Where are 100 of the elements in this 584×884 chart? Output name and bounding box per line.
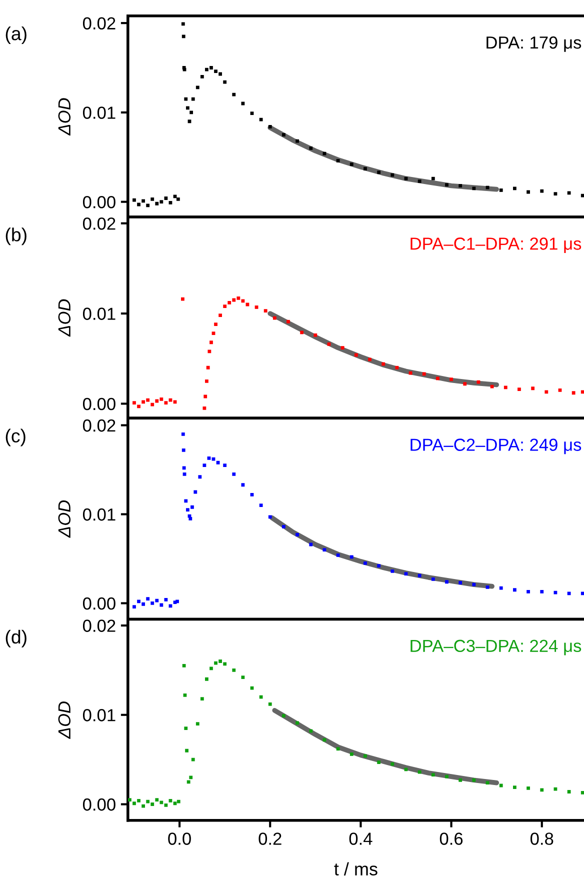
point [186, 106, 190, 110]
point [350, 162, 354, 166]
point [146, 597, 150, 600]
point [259, 504, 263, 508]
point [186, 780, 190, 784]
x-tick-label: 0.4 [349, 832, 372, 845]
point [259, 695, 263, 699]
point [567, 191, 571, 195]
point [309, 729, 313, 733]
y-tick-label: 0.01 [82, 709, 116, 722]
point [150, 402, 154, 406]
point [150, 802, 154, 806]
point [540, 788, 544, 792]
point [268, 702, 272, 706]
point [431, 578, 435, 581]
x-tick-label: 0.6 [440, 832, 463, 845]
point [526, 590, 530, 594]
text: (a) [6, 26, 26, 44]
point [214, 70, 218, 74]
point [544, 390, 548, 394]
x-tick-label: 0.2 [258, 832, 282, 845]
x-tick-label: 0.8 [530, 832, 554, 845]
point [223, 464, 227, 467]
point [185, 748, 188, 752]
point [450, 378, 453, 382]
point [202, 464, 206, 467]
point [322, 548, 326, 552]
point [212, 457, 216, 461]
point [377, 760, 381, 764]
point [210, 340, 213, 344]
point [137, 404, 140, 408]
point [314, 333, 318, 337]
point [168, 398, 172, 402]
y-tick-label: 0.02 [82, 620, 116, 632]
point [336, 159, 340, 162]
point [191, 97, 195, 101]
point [132, 802, 136, 806]
point [377, 170, 381, 174]
point [499, 586, 503, 590]
point [210, 66, 213, 70]
point [128, 798, 132, 802]
point [206, 366, 210, 370]
point [286, 320, 290, 324]
point [513, 786, 516, 789]
point [183, 694, 187, 697]
point [137, 202, 140, 206]
point [223, 304, 227, 308]
point [486, 586, 490, 589]
point [445, 580, 448, 584]
point [296, 721, 299, 725]
point [137, 600, 140, 604]
y-axis-title: ΔOD [58, 500, 71, 538]
y-axis-title: ΔOD [58, 299, 71, 337]
line-series [272, 708, 500, 786]
point [254, 306, 258, 309]
point [445, 183, 448, 187]
y-tick-label: 0.01 [82, 508, 116, 521]
y-tick-label: 0.00 [82, 196, 116, 208]
point [168, 201, 172, 204]
point [567, 790, 571, 794]
point [309, 146, 313, 150]
point [364, 754, 367, 758]
point [282, 714, 286, 718]
point [228, 300, 232, 304]
point [327, 342, 331, 346]
point [390, 762, 394, 766]
point [472, 186, 476, 190]
point [572, 391, 576, 395]
point [513, 588, 516, 592]
point [322, 738, 326, 742]
point [264, 309, 268, 313]
point [164, 401, 168, 404]
point [241, 483, 245, 487]
y-tick-label: 0.00 [82, 798, 116, 811]
point [309, 542, 313, 546]
point [272, 316, 276, 320]
point [173, 802, 177, 806]
point [554, 192, 558, 196]
point [216, 460, 220, 464]
point [223, 662, 227, 666]
point [186, 508, 190, 512]
point [168, 604, 172, 608]
point [142, 804, 145, 808]
point [418, 180, 422, 183]
point [164, 803, 168, 807]
point [205, 68, 208, 72]
point [336, 747, 340, 751]
point [173, 400, 177, 404]
text: (b) [6, 228, 26, 246]
point [160, 200, 164, 204]
point [181, 432, 185, 436]
text: (d) [6, 630, 26, 648]
point [137, 798, 140, 802]
point [322, 152, 326, 156]
point [160, 603, 164, 607]
point [340, 346, 344, 350]
point [155, 202, 159, 206]
text: DPA–C3–DPA: 224 μs [410, 640, 582, 656]
point [196, 86, 200, 90]
point [472, 582, 476, 586]
